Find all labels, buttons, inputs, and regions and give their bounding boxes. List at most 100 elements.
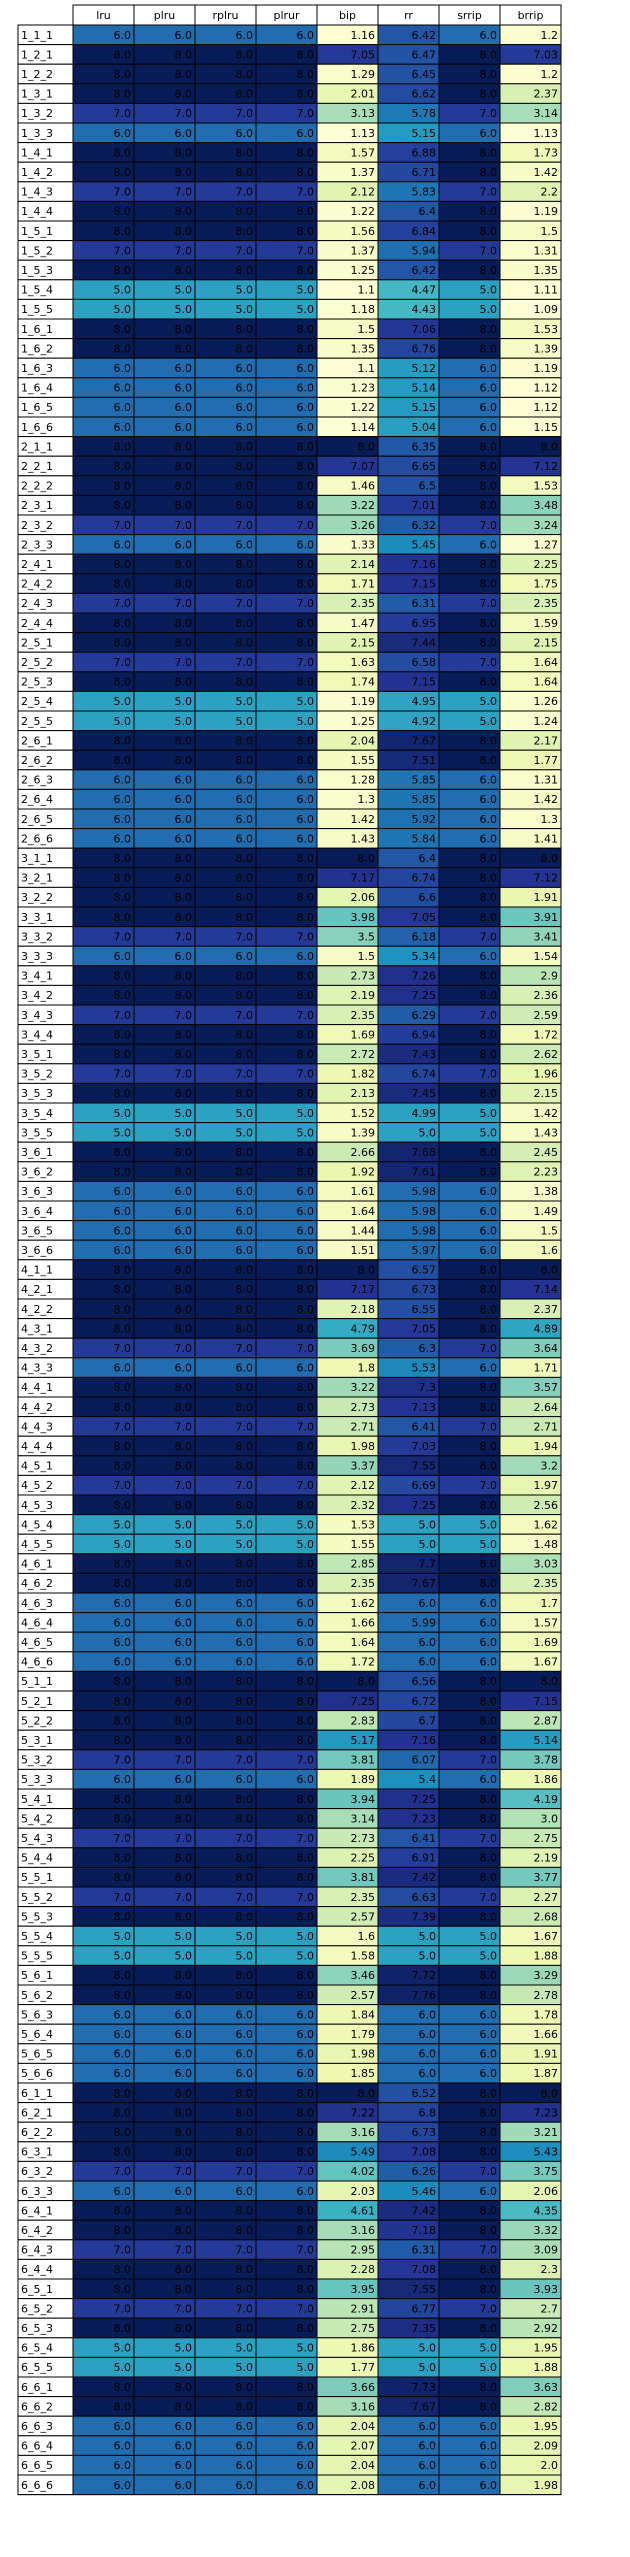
- cell-value-4_4_2-bip: 2.73: [351, 1401, 376, 1414]
- cell-value-1_2_1-srrip: 8.0: [480, 48, 498, 61]
- cell-value-5_4_4-brrip: 2.19: [534, 1852, 559, 1865]
- cell-value-2_2_1-lru: 8.0: [114, 460, 132, 473]
- cell-value-2_6_1-srrip: 8.0: [480, 734, 498, 747]
- cell-value-5_4_3-plrur: 7.0: [297, 1832, 315, 1845]
- cell-value-6_4_1-brrip: 4.35: [534, 2204, 559, 2217]
- row-label-5_3_3: 5_3_3: [21, 1773, 53, 1786]
- cell-value-3_6_4-srrip: 6.0: [480, 1205, 498, 1218]
- cell-value-1_4_4-bip: 1.22: [351, 205, 376, 218]
- row-label-4_5_3: 4_5_3: [21, 1499, 53, 1512]
- cell-value-6_4_1-rplru: 8.0: [236, 2204, 254, 2217]
- cell-value-2_2_2-lru: 8.0: [114, 480, 132, 493]
- cell-value-5_4_2-srrip: 8.0: [480, 1812, 498, 1825]
- cell-value-1_6_1-plru: 8.0: [175, 323, 193, 336]
- row-label-6_6_3: 6_6_3: [21, 2420, 53, 2433]
- cell-value-6_4_3-srrip: 7.0: [480, 2244, 498, 2257]
- cell-value-1_6_1-lru: 8.0: [114, 323, 132, 336]
- cell-value-6_6_6-brrip: 1.98: [534, 2479, 559, 2492]
- cell-value-2_2_1-plru: 8.0: [175, 460, 193, 473]
- row-label-2_5_5: 2_5_5: [21, 715, 53, 728]
- cell-value-3_2_1-lru: 8.0: [114, 872, 132, 885]
- cell-value-6_6_3-lru: 6.0: [114, 2420, 132, 2433]
- cell-value-5_6_5-rplru: 6.0: [236, 2048, 254, 2061]
- cell-value-6_2_1-plrur: 8.0: [297, 2106, 315, 2119]
- cell-value-1_5_2-rr: 5.94: [412, 244, 437, 257]
- cell-value-1_6_4-plru: 6.0: [175, 382, 193, 395]
- cell-value-3_6_6-plru: 6.0: [175, 1244, 193, 1257]
- row-label-3_5_4: 3_5_4: [21, 1107, 53, 1120]
- cell-value-4_6_4-plrur: 6.0: [297, 1616, 315, 1629]
- cell-value-6_6_3-rplru: 6.0: [236, 2420, 254, 2433]
- cell-value-2_6_5-plru: 6.0: [175, 813, 193, 826]
- cell-value-5_4_4-rr: 6.91: [412, 1852, 437, 1865]
- row-label-5_4_3: 5_4_3: [21, 1832, 53, 1845]
- cell-value-2_5_2-srrip: 7.0: [480, 656, 498, 669]
- cell-value-2_1_1-rplru: 8.0: [236, 440, 254, 453]
- cell-value-4_5_5-plrur: 5.0: [297, 1538, 315, 1551]
- cell-value-2_3_3-plru: 6.0: [175, 538, 193, 551]
- row-label-1_1_1: 1_1_1: [21, 29, 53, 42]
- cell-value-1_5_2-plrur: 7.0: [297, 244, 315, 257]
- cell-value-6_5_3-lru: 8.0: [114, 2322, 132, 2335]
- cell-value-6_4_3-plru: 7.0: [175, 2244, 193, 2257]
- cell-value-4_2_2-rplru: 8.0: [236, 1303, 254, 1316]
- cell-value-6_4_4-srrip: 8.0: [480, 2263, 498, 2276]
- cell-value-4_4_1-srrip: 8.0: [480, 1381, 498, 1394]
- cell-value-2_3_2-bip: 3.26: [351, 519, 376, 532]
- cell-value-4_6_5-brrip: 1.69: [534, 1636, 559, 1649]
- cell-value-4_4_4-plrur: 8.0: [297, 1440, 315, 1453]
- cell-value-3_3_3-bip: 1.5: [358, 950, 376, 963]
- cell-value-3_5_2-plru: 7.0: [175, 1068, 193, 1081]
- cell-value-5_6_1-srrip: 8.0: [480, 1969, 498, 1982]
- cell-value-5_4_2-bip: 3.14: [351, 1812, 376, 1825]
- cell-value-5_1_1-bip: 8.0: [358, 1675, 376, 1688]
- row-label-1_6_4: 1_6_4: [21, 382, 53, 395]
- cell-value-1_6_5-bip: 1.22: [351, 401, 376, 414]
- row-label-1_6_3: 1_6_3: [21, 362, 53, 375]
- cell-value-1_2_1-lru: 8.0: [114, 48, 132, 61]
- cell-value-4_5_5-rplru: 5.0: [236, 1538, 254, 1551]
- cell-value-5_3_2-brrip: 3.78: [534, 1754, 559, 1767]
- cell-value-6_1_1-rplru: 8.0: [236, 2087, 254, 2100]
- row-label-6_5_2: 6_5_2: [21, 2302, 53, 2315]
- cell-value-5_6_6-plru: 6.0: [175, 2067, 193, 2080]
- cell-value-3_6_5-bip: 1.44: [351, 1224, 376, 1237]
- cell-value-1_6_3-bip: 1.1: [358, 362, 376, 375]
- cell-value-3_3_1-brrip: 3.91: [534, 911, 559, 924]
- cell-value-3_5_5-plrur: 5.0: [297, 1126, 315, 1139]
- row-label-2_6_4: 2_6_4: [21, 793, 53, 806]
- cell-value-3_4_1-srrip: 8.0: [480, 970, 498, 983]
- cell-value-3_4_3-plru: 7.0: [175, 1009, 193, 1022]
- cell-value-2_6_1-bip: 2.04: [351, 734, 376, 747]
- cell-value-4_6_4-rr: 5.99: [412, 1616, 437, 1629]
- cell-value-4_6_6-lru: 6.0: [114, 1656, 132, 1669]
- cell-value-5_3_1-plrur: 8.0: [297, 1734, 315, 1747]
- cell-value-3_5_2-lru: 7.0: [114, 1068, 132, 1081]
- cell-value-6_4_1-bip: 4.61: [351, 2204, 376, 2217]
- row-label-1_3_2: 1_3_2: [21, 107, 53, 120]
- cell-value-2_5_5-plru: 5.0: [175, 715, 193, 728]
- row-label-5_3_2: 5_3_2: [21, 1754, 53, 1767]
- cell-value-1_6_3-plru: 6.0: [175, 362, 193, 375]
- cell-value-6_6_1-brrip: 3.63: [534, 2381, 559, 2394]
- cell-value-3_6_2-rr: 7.61: [412, 1166, 437, 1179]
- cell-value-5_2_2-lru: 8.0: [114, 1714, 132, 1727]
- cell-value-1_4_1-plrur: 8.0: [297, 146, 315, 159]
- row-label-2_6_2: 2_6_2: [21, 754, 53, 767]
- cell-value-3_2_2-bip: 2.06: [351, 891, 376, 904]
- cell-value-3_5_1-bip: 2.72: [351, 1048, 376, 1061]
- cell-value-6_4_2-rr: 7.18: [412, 2224, 437, 2237]
- cell-value-4_4_4-srrip: 8.0: [480, 1440, 498, 1453]
- cell-value-2_5_1-bip: 2.15: [351, 636, 376, 649]
- cell-value-4_6_5-srrip: 6.0: [480, 1636, 498, 1649]
- cell-value-1_3_2-plru: 7.0: [175, 107, 193, 120]
- cell-value-1_4_3-brrip: 2.2: [541, 186, 559, 199]
- cell-value-3_3_3-srrip: 6.0: [480, 950, 498, 963]
- cell-value-3_3_2-bip: 3.5: [358, 930, 376, 943]
- cell-value-2_6_2-rr: 7.51: [412, 754, 437, 767]
- cell-value-2_3_2-srrip: 7.0: [480, 519, 498, 532]
- cell-value-2_5_3-bip: 1.74: [351, 676, 376, 689]
- column-header-rr: rr: [404, 9, 413, 22]
- cell-value-5_5_5-plrur: 5.0: [297, 1950, 315, 1963]
- cell-value-2_5_1-brrip: 2.15: [534, 636, 559, 649]
